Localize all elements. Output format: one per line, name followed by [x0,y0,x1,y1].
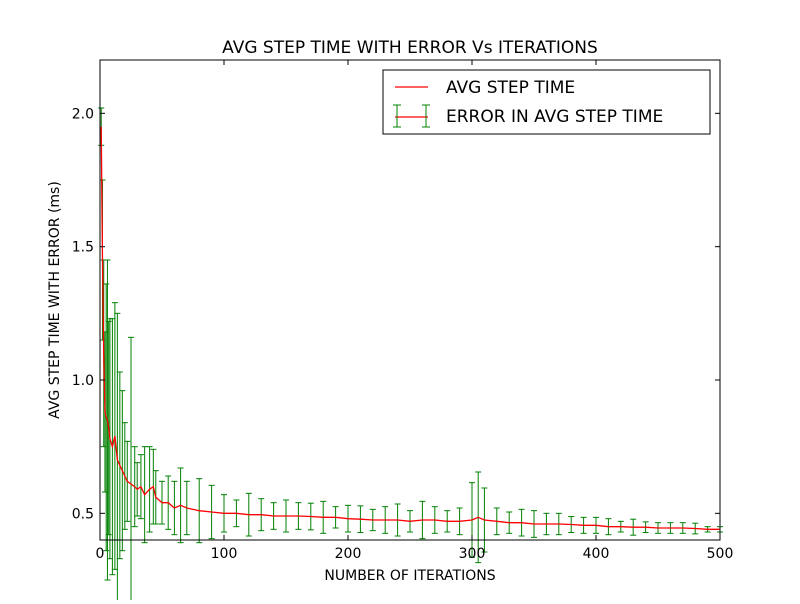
x-tick-label: 0 [96,546,105,562]
chart-title: AVG STEP TIME WITH ERROR Vs ITERATIONS [222,38,598,58]
x-tick-label: 400 [583,546,610,562]
y-tick-label: 1.5 [72,240,94,256]
plot-area [98,107,723,604]
x-axis-label: NUMBER OF ITERATIONS [324,568,495,584]
legend-errorbar-swatch [393,104,430,128]
y-tick-label: 0.5 [72,506,94,522]
legend-label-error: ERROR IN AVG STEP TIME [446,107,663,127]
x-tick-label: 100 [211,546,238,562]
axes-frame [99,59,721,541]
x-tick-label: 300 [459,546,486,562]
legend: AVG STEP TIME ERROR IN AVG STEP TIME [382,69,711,135]
y-tick-label: 2.0 [72,106,94,122]
x-tick-label: 500 [707,546,734,562]
avg-step-time-line [100,126,720,530]
legend-label-avg-step-time: AVG STEP TIME [446,78,575,98]
x-tick-label: 200 [335,546,362,562]
legend-box [382,69,711,135]
y-tick-label: 1.0 [72,373,94,389]
axis-ticks: 0 100 200 300 400 500 0.5 1.0 1.5 2.0 [72,60,734,562]
y-axis-label: AVG STEP TIME WITH ERROR (ms) [47,181,63,419]
